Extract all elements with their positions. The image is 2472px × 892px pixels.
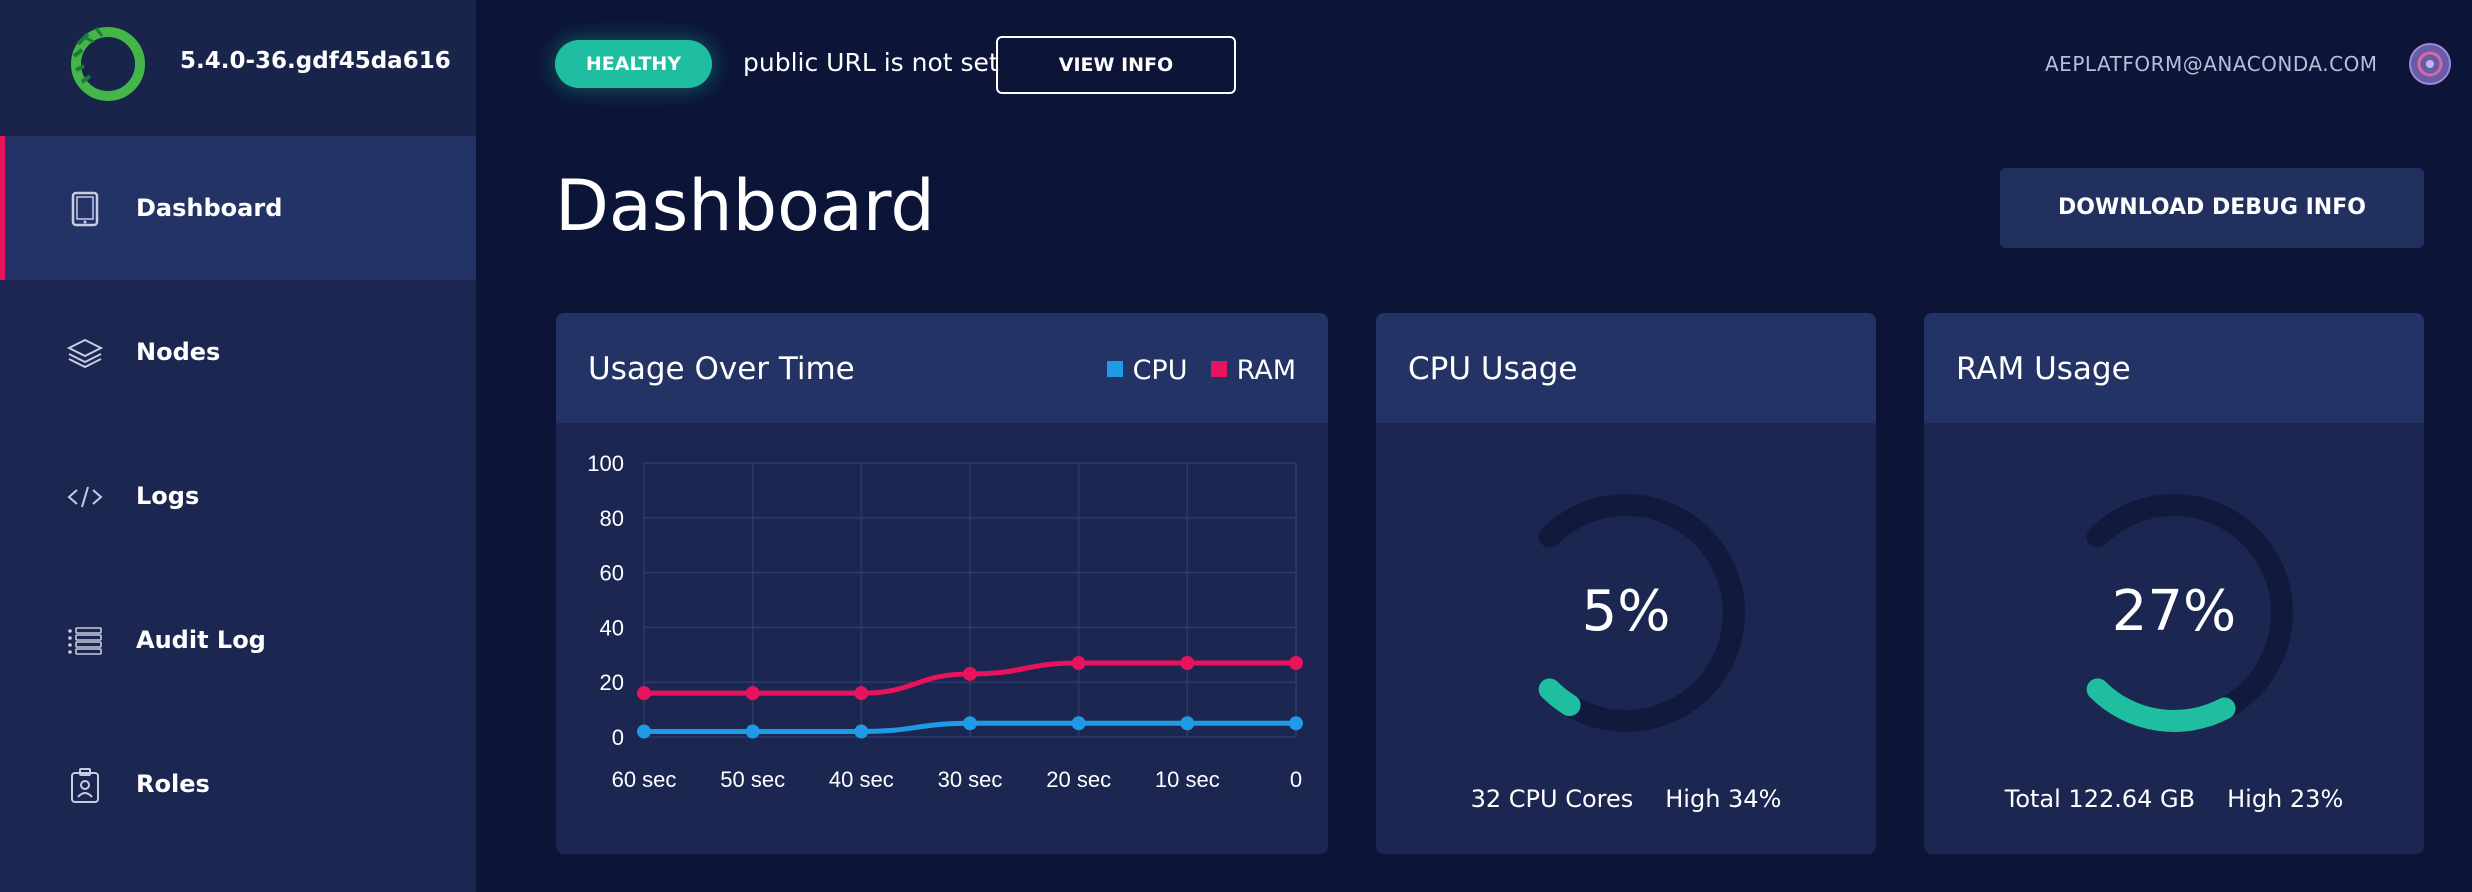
sidebar-item-nodes[interactable]: Nodes — [0, 280, 476, 424]
y-tick-label: 40 — [600, 615, 624, 640]
ram-gauge: 27% — [2044, 483, 2304, 743]
legend-item-ram[interactable]: RAM — [1210, 355, 1296, 386]
data-point-ram[interactable] — [854, 686, 869, 701]
data-point-ram[interactable] — [1071, 656, 1086, 671]
page-title: Dashboard — [555, 165, 935, 247]
cpu-high-label: High 34% — [1665, 785, 1782, 813]
usage-over-time-card: Usage Over Time CPU RAM 100 80 60 40 20 0 60 s… — [556, 313, 1328, 854]
badge-icon — [71, 768, 99, 803]
ram-total-label: Total 122.64 GB — [2004, 785, 2196, 813]
sidebar-item-label: Nodes — [136, 338, 221, 366]
data-point-cpu[interactable] — [1289, 716, 1303, 731]
x-tick-label: 0 — [1290, 767, 1302, 792]
cpu-gauge-track — [1538, 494, 1745, 732]
card-header: Usage Over Time CPU RAM — [556, 313, 1328, 423]
chart-grid — [643, 462, 1297, 738]
legend-label-ram: RAM — [1236, 355, 1296, 386]
legend-swatch-cpu — [1106, 361, 1123, 377]
brand: 5.4.0-36.gdf45da616 — [0, 0, 476, 136]
list-icon — [68, 627, 102, 655]
data-point-ram[interactable] — [745, 686, 760, 701]
x-tick-label: 30 sec — [938, 767, 1003, 792]
legend-label-cpu: CPU — [1132, 355, 1188, 386]
anaconda-logo-icon — [71, 27, 145, 101]
ram-gauge-ring — [2086, 494, 2293, 732]
data-point-cpu[interactable] — [745, 724, 760, 739]
cpu-gauge-value: 5% — [1581, 579, 1671, 644]
sidebar-item-label: Audit Log — [136, 626, 266, 654]
ram-gauge-fill — [2086, 678, 2236, 732]
public-url-status: public URL is not set — [743, 48, 999, 77]
tablet-icon — [71, 191, 99, 227]
card-header: RAM Usage — [1924, 313, 2424, 423]
x-tick-label: 40 sec — [829, 767, 894, 792]
x-tick-label: 20 sec — [1046, 767, 1111, 792]
view-info-button[interactable]: VIEW INFO — [996, 36, 1236, 94]
status-badge: HEALTHY — [555, 40, 712, 88]
data-point-ram[interactable] — [1180, 656, 1195, 671]
data-point-cpu[interactable] — [1071, 716, 1086, 731]
cpu-usage-card: CPU Usage 5% 32 CPU Cores High 34% — [1376, 313, 1876, 854]
x-tick-label: 60 sec — [612, 767, 677, 792]
download-debug-info-button[interactable]: DOWNLOAD DEBUG INFO — [2000, 168, 2424, 248]
legend-item-cpu[interactable]: CPU — [1106, 355, 1188, 386]
chart-legend: CPU RAM — [1089, 355, 1296, 386]
legend-swatch-ram — [1210, 361, 1227, 377]
x-tick-label: 10 sec — [1155, 767, 1220, 792]
y-tick-label: 60 — [600, 561, 624, 586]
card-title: CPU Usage — [1408, 351, 1578, 387]
ram-gauge-value: 27% — [2111, 579, 2237, 644]
data-point-cpu[interactable] — [963, 716, 977, 731]
y-tick-label: 20 — [600, 670, 624, 695]
data-point-ram[interactable] — [963, 666, 977, 681]
ram-gauge-footer: Total 122.64 GB High 23% — [1924, 785, 2424, 813]
data-point-cpu[interactable] — [854, 724, 869, 739]
layers-icon — [66, 338, 104, 369]
sidebar-item-label: Dashboard — [136, 194, 283, 222]
y-tick-label: 80 — [600, 506, 624, 531]
sidebar-item-label: Roles — [136, 770, 210, 798]
cpu-gauge: 5% — [1496, 483, 1756, 743]
user-email[interactable]: AEPLATFORM@ANACONDA.COM — [2045, 52, 2378, 76]
sidebar-item-label: Logs — [136, 482, 200, 510]
cpu-cores-label: 32 CPU Cores — [1470, 785, 1634, 813]
app-version: 5.4.0-36.gdf45da616 — [180, 48, 451, 74]
sidebar-item-dashboard[interactable]: Dashboard — [0, 136, 476, 280]
cpu-gauge-ring — [1538, 494, 1745, 732]
data-point-ram[interactable] — [637, 686, 651, 701]
sidebar: 5.4.0-36.gdf45da616 Dashboard Nodes Logs — [0, 0, 476, 892]
code-icon — [67, 486, 103, 508]
y-tick-label: 0 — [612, 725, 624, 750]
sidebar-item-audit-log[interactable]: Audit Log — [0, 568, 476, 712]
ram-high-label: High 23% — [2227, 785, 2344, 813]
card-title: RAM Usage — [1956, 351, 2131, 387]
sidebar-item-roles[interactable]: Roles — [0, 712, 476, 856]
card-title: Usage Over Time — [588, 351, 855, 387]
data-point-cpu[interactable] — [637, 724, 651, 739]
cpu-gauge-footer: 32 CPU Cores High 34% — [1376, 785, 1876, 813]
card-header: CPU Usage — [1376, 313, 1876, 423]
cpu-gauge-fill — [1538, 678, 1581, 717]
usage-chart: 100 80 60 40 20 0 60 sec 50 sec 40 sec 30 sec 20 s… — [587, 451, 1303, 792]
data-point-ram[interactable] — [1289, 656, 1303, 671]
y-tick-label: 100 — [587, 451, 624, 476]
ram-usage-card: RAM Usage 27% Total 122.64 GB High 23% — [1924, 313, 2424, 854]
sidebar-item-logs[interactable]: Logs — [0, 424, 476, 568]
x-tick-label: 50 sec — [720, 767, 785, 792]
avatar[interactable] — [2408, 42, 2452, 86]
data-point-cpu[interactable] — [1180, 716, 1195, 731]
